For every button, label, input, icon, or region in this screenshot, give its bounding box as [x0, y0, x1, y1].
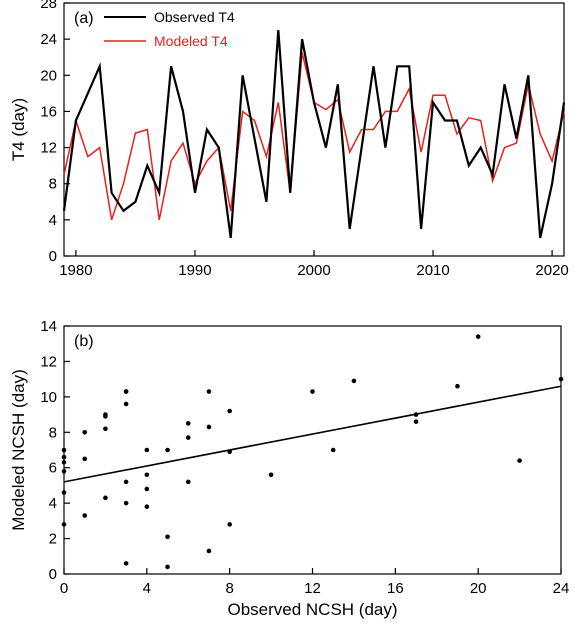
- scatter-point: [82, 429, 88, 435]
- scatter-point: [61, 460, 67, 465]
- scatter-point: [351, 378, 357, 384]
- x-tick-label: 8: [225, 580, 233, 597]
- x-tick-label: 2010: [416, 262, 449, 279]
- scatter-point: [144, 472, 150, 478]
- panel-label: (a): [74, 10, 94, 27]
- x-tick-label: 1990: [178, 262, 211, 279]
- scatter-point: [123, 561, 129, 566]
- x-axis-title: Observed NCSH (day): [227, 600, 397, 619]
- y-tick-label: 24: [40, 31, 57, 48]
- scatter-point: [475, 334, 481, 339]
- scatter-point: [144, 486, 150, 492]
- scatter-point: [206, 424, 212, 430]
- y-tick-label: 16: [40, 103, 57, 120]
- scatter-point: [206, 389, 212, 394]
- scatter-point: [268, 472, 274, 478]
- scatter-point: [103, 426, 108, 432]
- scatter-point: [206, 548, 212, 554]
- legend-label: Modeled T4: [154, 33, 228, 49]
- x-tick-label: 2000: [297, 262, 330, 279]
- scatter-point: [82, 456, 88, 462]
- y-tick-label: 14: [40, 318, 57, 335]
- y-tick-label: 8: [49, 176, 57, 193]
- scatter-point: [123, 479, 129, 485]
- y-tick-label: 6: [49, 460, 57, 477]
- scatter-point: [123, 500, 129, 506]
- x-tick-label: 4: [143, 580, 151, 597]
- scatter-point: [165, 447, 170, 453]
- legend-label: Observed T4: [154, 9, 235, 25]
- scatter-point: [123, 389, 129, 394]
- scatter-point: [455, 383, 460, 389]
- y-tick-label: 12: [40, 353, 57, 370]
- scatter-point: [185, 421, 191, 426]
- scatter-point: [165, 534, 170, 540]
- x-tick-label: 20: [470, 580, 487, 597]
- y-tick-label: 20: [40, 67, 57, 84]
- scatter-point: [227, 408, 232, 414]
- y-axis-title: Modeled NCSH (day): [9, 369, 28, 531]
- scatter-point: [227, 449, 232, 455]
- scatter-point: [61, 468, 67, 474]
- x-tick-label: 16: [387, 580, 404, 597]
- scatter-point: [61, 522, 67, 527]
- scatter-point: [185, 479, 191, 485]
- scatter-point: [144, 504, 150, 509]
- y-tick-label: 0: [49, 566, 57, 583]
- x-tick-label: 12: [304, 580, 321, 597]
- scatter-point: [413, 419, 419, 424]
- scatter-point: [144, 447, 150, 453]
- scatter-point: [310, 389, 315, 394]
- scatter-point: [413, 412, 419, 417]
- y-tick-label: 4: [49, 495, 57, 512]
- x-tick-label: 0: [60, 580, 68, 597]
- x-tick-label: 24: [553, 580, 570, 597]
- series-line-observed: [62, 30, 566, 239]
- scatter-point: [165, 564, 170, 570]
- scatter-point: [330, 447, 336, 453]
- scatter-point: [103, 412, 108, 417]
- y-tick-label: 0: [49, 248, 57, 265]
- plot-frame: [63, 325, 562, 575]
- scatter-point: [517, 458, 522, 463]
- x-tick-label: 2020: [535, 262, 568, 279]
- y-axis-title: T4 (day): [9, 98, 28, 161]
- scatter-point: [82, 513, 88, 518]
- scatter-point: [123, 401, 129, 407]
- scatter-point: [185, 435, 191, 440]
- y-tick-label: 2: [49, 531, 57, 548]
- scatter-point: [103, 495, 108, 501]
- y-tick-label: 4: [49, 212, 57, 229]
- scatter-point: [61, 490, 67, 495]
- y-tick-label: 28: [40, 0, 57, 12]
- y-tick-label: 12: [40, 140, 57, 157]
- scatter-point: [61, 454, 67, 460]
- scatter-point: [61, 447, 67, 453]
- scatter-point: [227, 522, 232, 527]
- regression-line: [63, 385, 562, 483]
- series-line-modeled: [63, 52, 565, 221]
- y-tick-label: 10: [40, 389, 57, 406]
- x-tick-label: 1980: [59, 262, 92, 279]
- panel-label: (b): [74, 333, 94, 350]
- scatter-point: [558, 376, 564, 382]
- panel-a-t4-timeseries: 1980 1990 2000 2010 2020 0 4 8 12 16 20 24 28 (a) T4 (…: [9, 0, 569, 279]
- y-tick-label: 8: [49, 424, 57, 441]
